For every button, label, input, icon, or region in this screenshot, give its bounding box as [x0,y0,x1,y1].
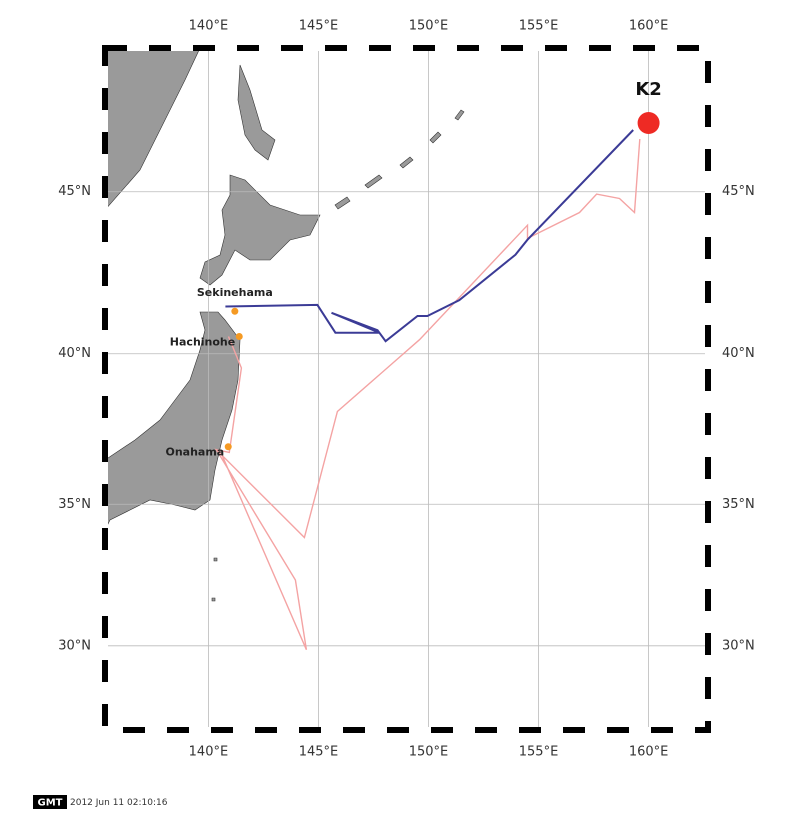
port-label: Hachinohe [170,336,235,349]
port-marker [224,443,232,451]
lon-label-bottom: 160°E [629,745,669,760]
lon-label-bottom: 150°E [409,745,449,760]
land [104,47,465,602]
port-label: Sekinehama [197,286,273,299]
lat-label-right: 40°N [722,346,755,361]
lon-label-bottom: 145°E [299,745,339,760]
lat-label-left: 30°N [58,638,91,653]
lon-label-top: 140°E [189,19,229,34]
lon-label-top: 160°E [629,19,669,34]
lat-label-left: 40°N [58,346,91,361]
tracks [214,129,641,650]
lat-label-right: 45°N [722,184,755,199]
port-marker [231,307,239,315]
lat-label-left: 35°N [58,497,91,512]
gmt-logo-box [33,795,67,809]
graticule [105,48,708,730]
lon-label-bottom: 155°E [519,745,559,760]
lon-label-top: 155°E [519,19,559,34]
lon-label-bottom: 140°E [189,745,229,760]
ship-track [214,138,641,650]
tick-labels: 140°E 140°E 145°E 145°E 150°E 150°E 155°E 155°E… [58,19,755,760]
sakhalin [237,64,276,161]
russia-coast [104,47,201,211]
honshu [104,311,241,531]
timestamp: 2012 Jun 11 02:10:16 [70,798,168,808]
station-label: K2 [635,79,661,100]
places: Sekinehama Hachinohe Onahama K2 [165,79,661,459]
kuril-islands [334,109,465,210]
frame [102,45,711,733]
lon-label-top: 145°E [299,19,339,34]
lat-label-right: 30°N [722,638,755,653]
port-marker [235,333,243,341]
hokkaido [199,174,321,286]
gmt-logo: GMT [38,798,63,809]
lon-label-top: 150°E [409,19,449,34]
lat-label-left: 45°N [58,184,91,199]
ship-track [225,129,634,343]
port-label: Onahama [165,446,224,459]
izu-islands [211,557,218,602]
lat-label-right: 35°N [722,497,755,512]
station-marker [637,111,660,134]
